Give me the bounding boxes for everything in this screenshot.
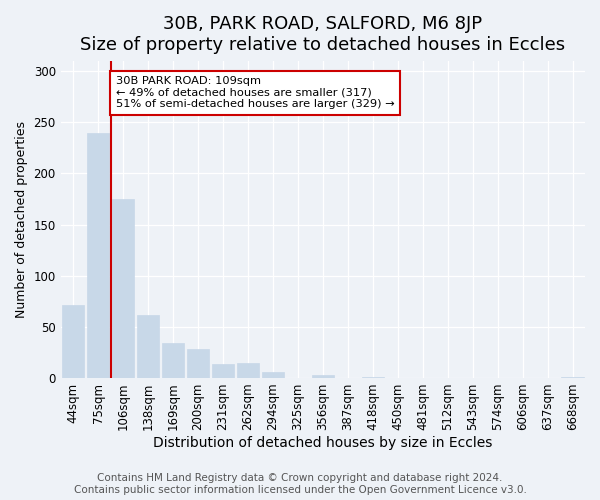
Bar	[212, 364, 234, 378]
Bar	[311, 375, 334, 378]
Bar	[137, 314, 159, 378]
Bar	[62, 306, 85, 378]
Y-axis label: Number of detached properties: Number of detached properties	[15, 121, 28, 318]
Bar	[162, 343, 184, 378]
Bar	[561, 377, 584, 378]
Title: 30B, PARK ROAD, SALFORD, M6 8JP
Size of property relative to detached houses in : 30B, PARK ROAD, SALFORD, M6 8JP Size of …	[80, 15, 565, 54]
X-axis label: Distribution of detached houses by size in Eccles: Distribution of detached houses by size …	[153, 436, 493, 450]
Text: 30B PARK ROAD: 109sqm
← 49% of detached houses are smaller (317)
51% of semi-det: 30B PARK ROAD: 109sqm ← 49% of detached …	[116, 76, 394, 110]
Bar	[362, 377, 384, 378]
Bar	[187, 350, 209, 378]
Bar	[112, 199, 134, 378]
Bar	[236, 362, 259, 378]
Bar	[262, 372, 284, 378]
Bar	[87, 132, 109, 378]
Text: Contains HM Land Registry data © Crown copyright and database right 2024.
Contai: Contains HM Land Registry data © Crown c…	[74, 474, 526, 495]
